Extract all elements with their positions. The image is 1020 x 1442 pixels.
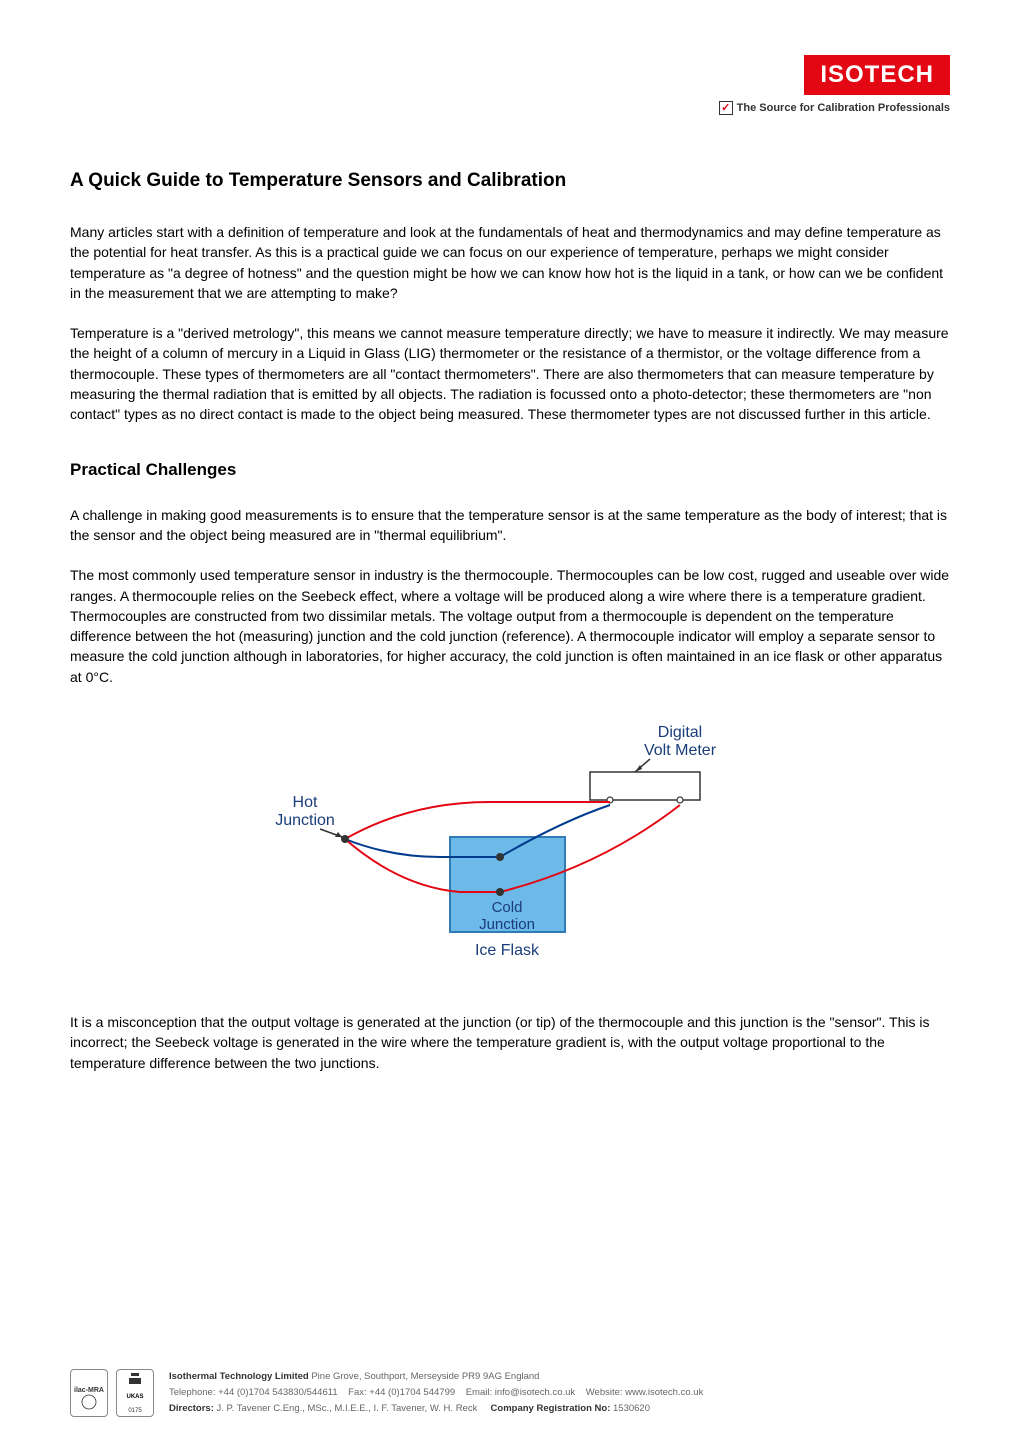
logo-area: ISOTECH ✓ The Source for Calibration Prof… <box>719 55 950 115</box>
ukas-badge-svg: UKAS 0175 <box>117 1370 153 1416</box>
footer-tel: +44 (0)1704 543830/544611 <box>218 1387 337 1398</box>
footer-directors-label: Directors: <box>169 1403 214 1414</box>
body-para-5: It is a misconception that the output vo… <box>70 1012 950 1073</box>
footer-tel-label: Telephone: <box>169 1387 215 1398</box>
ukas-num: 0175 <box>128 1408 142 1414</box>
ilac-badge-svg: ilac-MRA <box>71 1370 107 1416</box>
hot-label-1: Hot <box>293 794 318 811</box>
thermocouple-diagram: Digital Volt Meter Hot Junction <box>70 707 950 992</box>
check-icon: ✓ <box>719 101 733 115</box>
dvm-terminal-right <box>677 797 683 803</box>
dvm-label-2: Volt Meter <box>644 742 717 759</box>
page-title: A Quick Guide to Temperature Sensors and… <box>70 170 950 192</box>
cold-junction-dot-1 <box>496 853 504 861</box>
footer-badges: ilac-MRA UKAS 0175 <box>70 1369 154 1417</box>
footer-email: info@isotech.co.uk <box>495 1387 575 1398</box>
intro-para-1: Many articles start with a definition of… <box>70 222 950 303</box>
footer-fax-label: Fax: <box>348 1387 366 1398</box>
ilac-circle <box>82 1395 96 1409</box>
footer-directors: J. P. Tavener C.Eng., MSc., M.I.E.E., I.… <box>217 1403 478 1414</box>
footer-text: Isothermal Technology Limited Pine Grove… <box>169 1370 703 1417</box>
cold-junction-dot-2 <box>496 888 504 896</box>
ilac-badge: ilac-MRA <box>70 1369 108 1417</box>
hot-junction-dot <box>341 835 349 843</box>
footer-company: Isothermal Technology Limited <box>169 1371 309 1382</box>
footer-fax: +44 (0)1704 544799 <box>369 1387 455 1398</box>
tagline-text: The Source for Calibration Professionals <box>737 102 950 114</box>
footer-email-label: Email: <box>466 1387 492 1398</box>
diagram-svg: Digital Volt Meter Hot Junction <box>260 707 760 987</box>
cold-label-2: Junction <box>479 916 535 933</box>
dvm-rect <box>590 772 700 800</box>
footer-web-label: Website: <box>586 1387 623 1398</box>
brand-logo: ISOTECH <box>804 55 950 95</box>
body-para-3: A challenge in making good measurements … <box>70 505 950 546</box>
ukas-badge: UKAS 0175 <box>116 1369 154 1417</box>
crown-icon <box>129 1373 141 1384</box>
footer-reg: 1530620 <box>613 1403 650 1414</box>
hot-label-2: Junction <box>275 812 335 829</box>
logo-tagline: ✓ The Source for Calibration Professional… <box>719 101 950 115</box>
footer-line-1: Isothermal Technology Limited Pine Grove… <box>169 1370 703 1384</box>
body-para-4: The most commonly used temperature senso… <box>70 565 950 687</box>
intro-para-2: Temperature is a "derived metrology", th… <box>70 323 950 424</box>
ukas-text: UKAS <box>126 1394 143 1400</box>
footer-web: www.isotech.co.uk <box>625 1387 703 1398</box>
footer-reg-label: Company Registration No: <box>491 1403 611 1414</box>
footer-address: Pine Grove, Southport, Merseyside PR9 9A… <box>311 1371 539 1382</box>
cold-label-1: Cold <box>492 899 523 916</box>
footer-line-3: Directors: J. P. Tavener C.Eng., MSc., M… <box>169 1402 703 1416</box>
dvm-label-1: Digital <box>658 724 702 741</box>
ilac-text: ilac-MRA <box>74 1387 104 1394</box>
footer-line-2: Telephone: +44 (0)1704 543830/544611 Fax… <box>169 1386 703 1400</box>
flask-label: Ice Flask <box>475 942 540 959</box>
page-footer: ilac-MRA UKAS 0175 Isothermal Technology… <box>70 1369 950 1417</box>
section-heading: Practical Challenges <box>70 460 950 480</box>
